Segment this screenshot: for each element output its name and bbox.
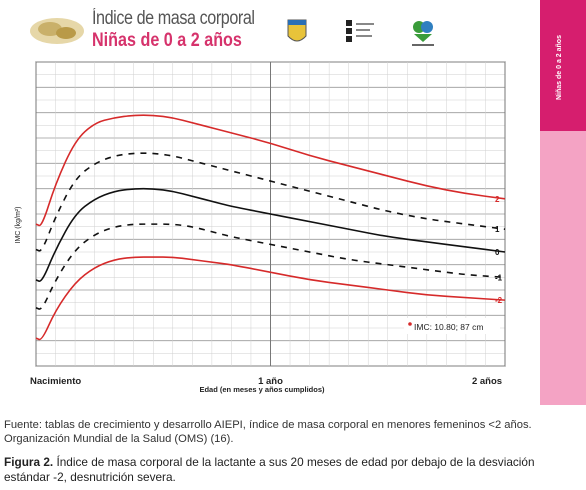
colombia-shield-logo (287, 19, 307, 42)
chart-subtitle: Niñas de 0 a 2 años (92, 30, 242, 51)
source-caption: Fuente: tablas de crecimiento y desarrol… (4, 419, 532, 445)
sidebar-bottom (540, 131, 586, 405)
series-line-minus1 (35, 223, 506, 310)
x-tick-labels: Nacimiento 1 año 2 años (30, 376, 502, 387)
annotation-box (404, 318, 500, 334)
series-labels: 2 1 0 -1 -2 (495, 195, 503, 305)
grid (35, 61, 506, 367)
x-axis-label: Edad (en meses y años cumplidos) (199, 385, 325, 394)
figure-text: Índice de masa corporal de la lactante a… (4, 455, 535, 484)
sidebar-top (540, 0, 586, 131)
series-label: 2 (495, 195, 500, 204)
series-line-minus2 (35, 256, 506, 341)
figure-caption: Figura 2. Índice de masa corporal de la … (4, 455, 579, 485)
annotation: IMC: 10.80; 87 cm (414, 322, 483, 332)
bienestar-logo (412, 21, 434, 46)
x-tick-label: Nacimiento (30, 376, 81, 387)
aiepi-logo (30, 18, 84, 44)
ministry-logo (346, 20, 374, 42)
sidebar-band: Niñas de 0 a 2 años (540, 0, 586, 405)
series-line-1 (35, 152, 506, 252)
series-label: 0 (495, 248, 500, 257)
series-line-0 (35, 187, 506, 282)
series-line-2 (35, 114, 506, 227)
curves (35, 114, 506, 341)
measurement-point (408, 322, 412, 326)
chart-title: Índice de masa corporal (92, 8, 255, 29)
bmi-chart: IMC (kg/m²) Edad (en meses y años cumpli… (15, 61, 506, 394)
figure-label: Figura 2. (4, 455, 54, 469)
series-label: 1 (495, 225, 500, 234)
chart-sheet: Índice de masa corporal Niñas de 0 a 2 a… (15, 0, 586, 405)
y-axis-label: IMC (kg/m²) (15, 207, 22, 244)
x-tick-label: 1 año (258, 376, 283, 387)
x-tick-label: 2 años (472, 376, 502, 387)
series-label: -2 (495, 296, 503, 305)
series-label: -1 (495, 273, 503, 282)
sidebar-label: Niñas de 0 a 2 años (556, 35, 563, 100)
